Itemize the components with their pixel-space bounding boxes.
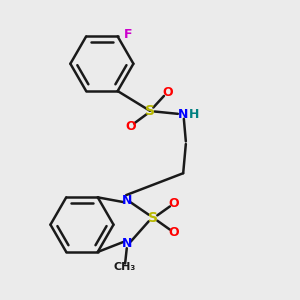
Text: H: H [189, 108, 199, 121]
Text: N: N [178, 108, 188, 121]
Text: CH₃: CH₃ [114, 262, 136, 272]
Text: O: O [169, 226, 179, 239]
Text: O: O [162, 86, 172, 99]
Text: N: N [122, 237, 132, 250]
Text: O: O [125, 120, 136, 133]
Text: S: S [148, 211, 158, 225]
Text: O: O [169, 196, 179, 210]
Text: N: N [122, 194, 132, 207]
Text: F: F [124, 28, 133, 41]
Text: S: S [145, 104, 155, 118]
